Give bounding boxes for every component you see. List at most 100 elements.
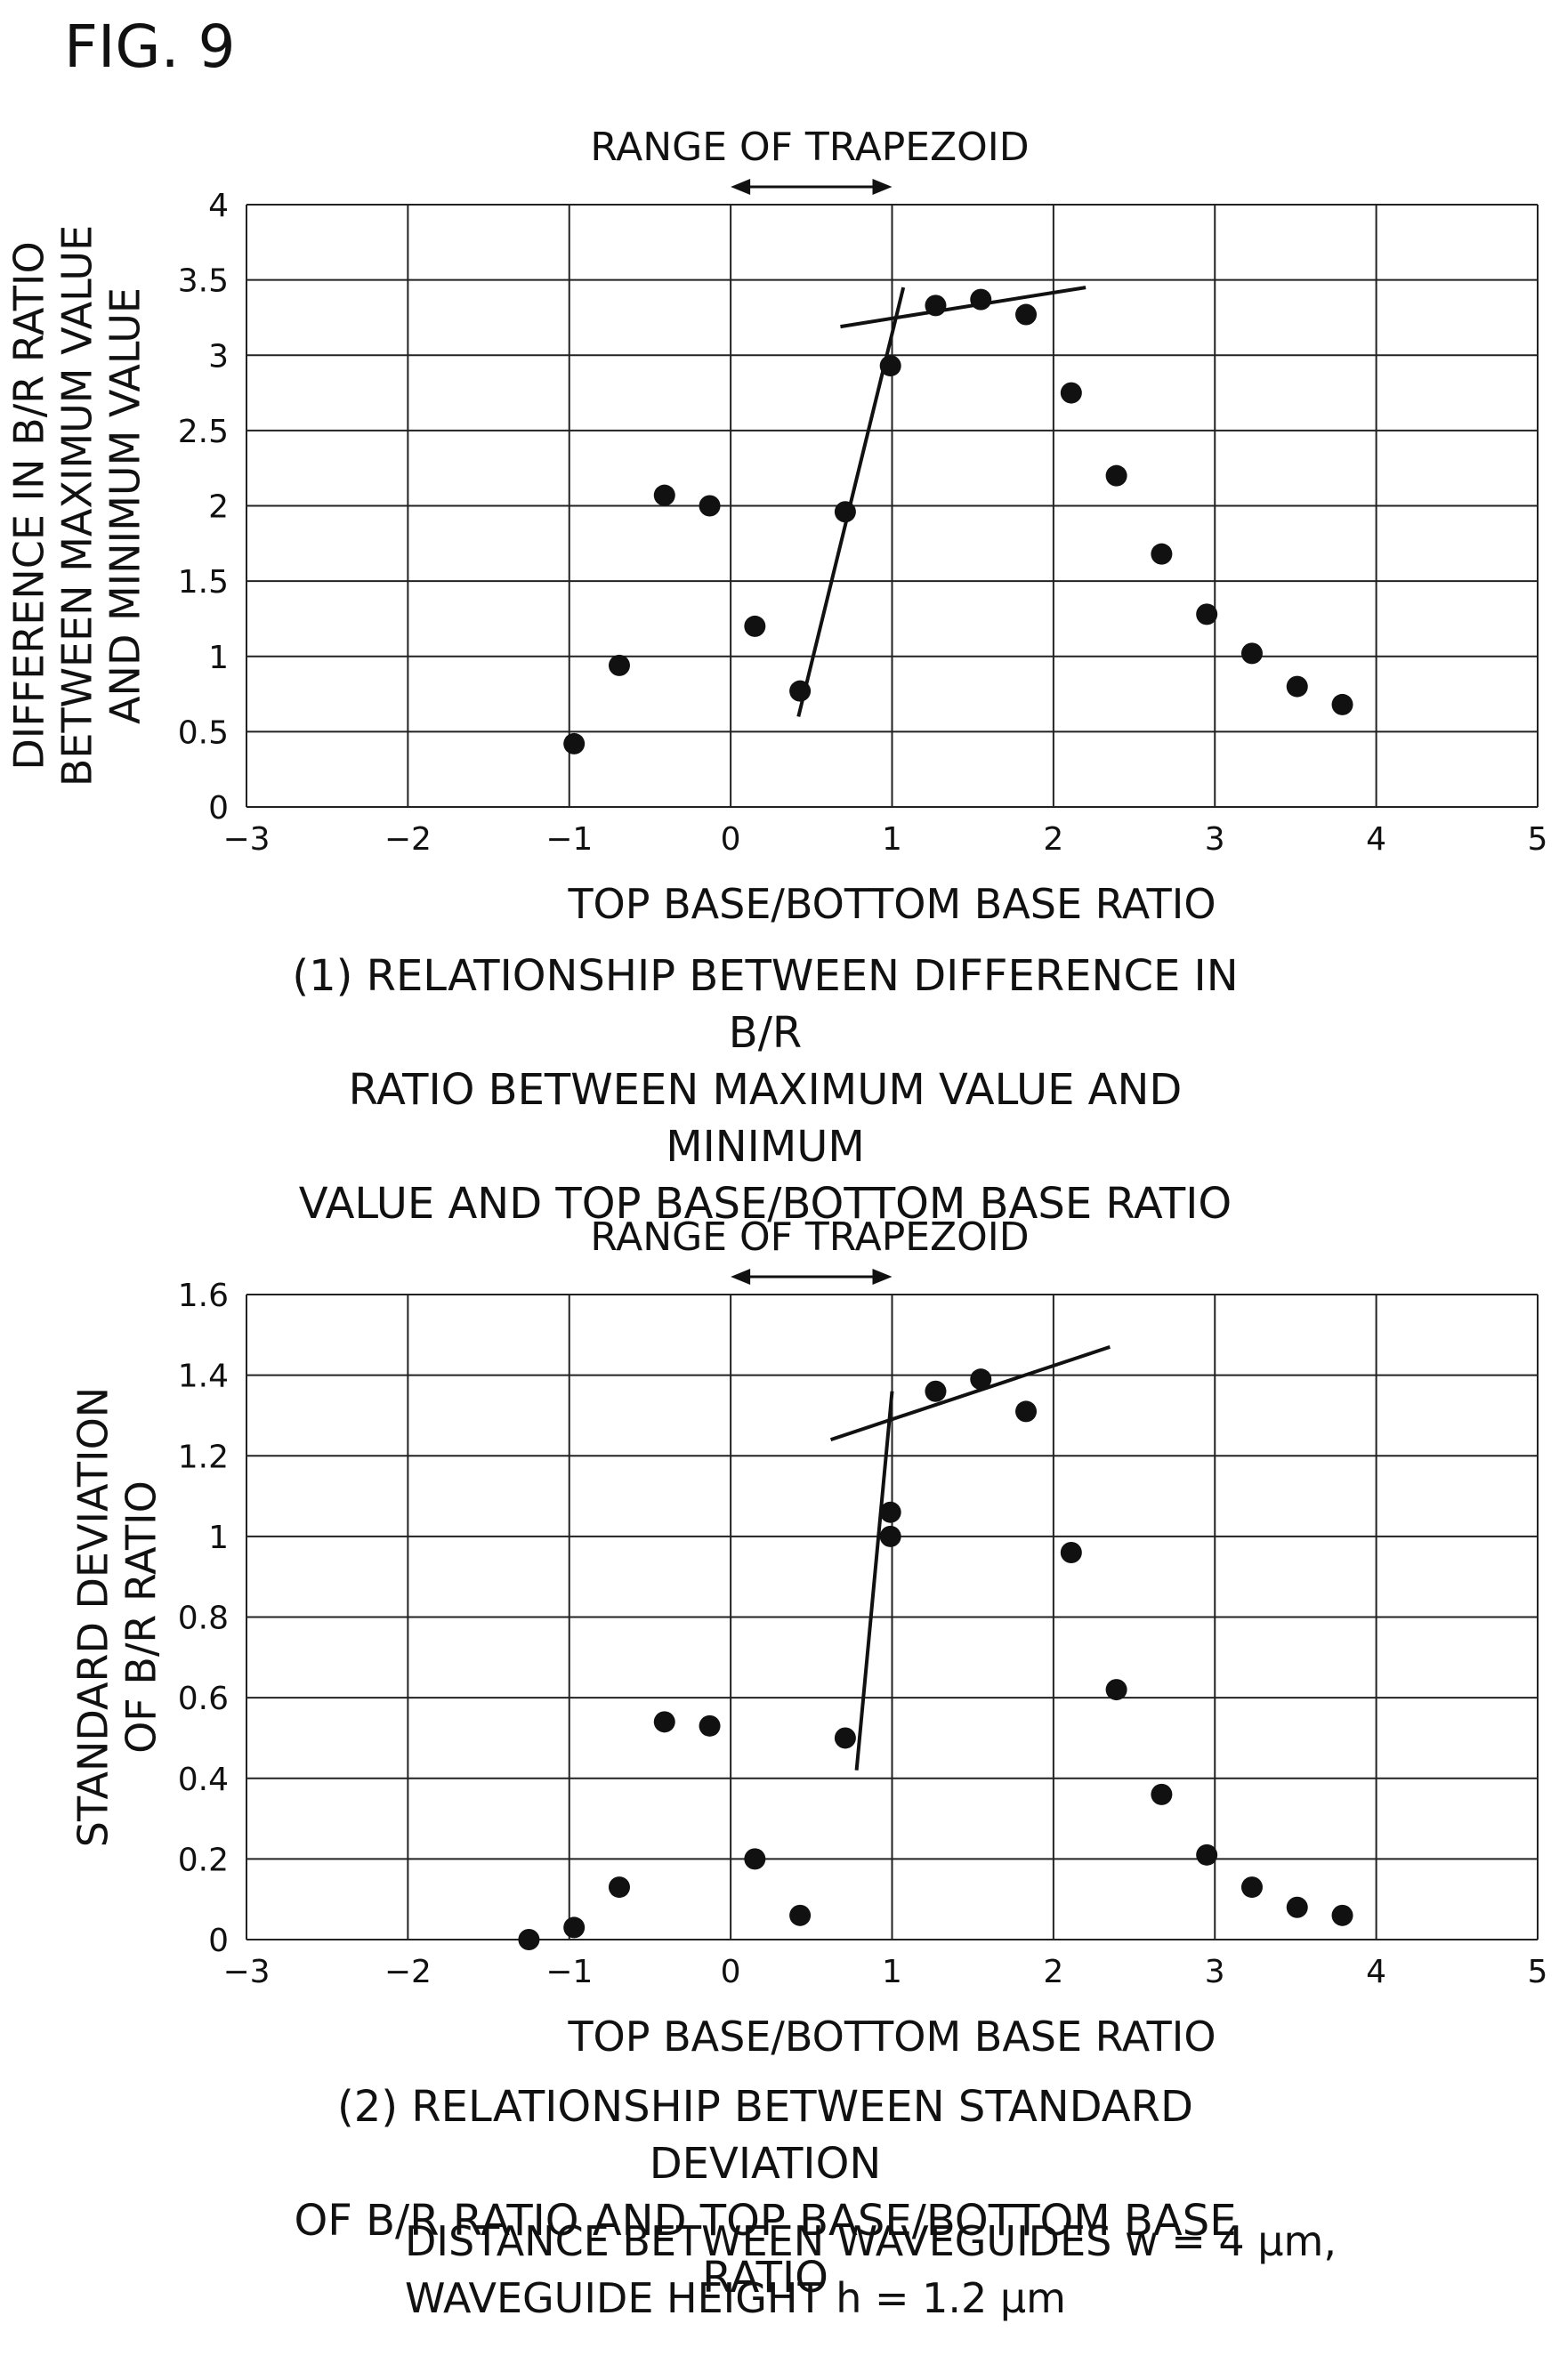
chart1-svg: −3 −2 −1 0 1 2 3 4 5 0 0.5 1 1.5 2 2.5 3 3.5 4 TOP BASE/BO… xyxy=(5,179,1548,928)
chart2-xtick-label: 3 xyxy=(1205,1954,1225,1990)
figure-label: FIG. 9 xyxy=(64,12,236,81)
chart2-xtick-label: 0 xyxy=(721,1954,741,1990)
chart1-xtick-label: −3 xyxy=(222,821,270,858)
chart2-data-point-14 xyxy=(1105,1679,1127,1701)
chart1-caption-line1: (1) RELATIONSHIP BETWEEN DIFFERENCE IN B… xyxy=(292,951,1239,1058)
chart2-data-point-1 xyxy=(563,1916,586,1939)
chart2-data-point-15 xyxy=(1151,1783,1173,1805)
chart1-caption-line2: RATIO BETWEEN MAXIMUM VALUE AND MINIMUM xyxy=(348,1065,1183,1172)
chart2-ytick-label: 1.4 xyxy=(178,1359,229,1395)
chart2-caption: (2) RELATIONSHIP BETWEEN STANDARD DEVIAT… xyxy=(267,2078,1264,2306)
chart2-ytick-label: 0 xyxy=(208,1923,229,1959)
footnote-line2: WAVEGUIDE HEIGHT h = 1.2 μm xyxy=(405,2274,1066,2322)
chart2-xtick-label: −1 xyxy=(545,1954,593,1990)
chart2-xtick-label: 2 xyxy=(1043,1954,1063,1990)
chart1-ytick-label: 1.5 xyxy=(178,564,229,601)
chart1-data-point-5 xyxy=(789,680,812,702)
chart1-ytick-label: 3 xyxy=(208,338,229,375)
chart1-xtick-label: −1 xyxy=(545,821,593,858)
chart2-y-axis-label: STANDARD DEVIATION xyxy=(69,1387,117,1847)
chart1-data-point-7 xyxy=(879,355,901,377)
chart2-xtick-label: −2 xyxy=(384,1954,432,1990)
chart2-trend-line-1 xyxy=(829,1345,1111,1442)
chart2-data-point-13 xyxy=(1060,1542,1082,1563)
chart1-ytick-label: 0 xyxy=(208,790,229,827)
chart1-data-point-17 xyxy=(1331,693,1353,715)
chart1-data-point-8 xyxy=(925,294,947,317)
chart2-data-point-0 xyxy=(518,1929,540,1950)
chart1-data-point-13 xyxy=(1151,543,1173,565)
chart2-ytick-label: 0.8 xyxy=(178,1601,229,1637)
chart1-data-point-0 xyxy=(563,732,586,754)
chart2-range-label: RANGE OF TRAPEZOID xyxy=(590,1214,1030,1260)
chart2-data-point-16 xyxy=(1196,1843,1218,1866)
chart1-range-label: RANGE OF TRAPEZOID xyxy=(590,125,1030,170)
chart2-data-point-5 xyxy=(744,1848,766,1870)
chart1-data-point-15 xyxy=(1240,642,1263,665)
chart1-ytick-label: 1 xyxy=(208,640,229,676)
footnote-line1: DISTANCE BETWEEN WAVEGUIDES w = 4 μm, xyxy=(405,2217,1337,2265)
chart1-xtick-label: −2 xyxy=(384,821,432,858)
chart1-trend-line-1 xyxy=(840,286,1086,329)
chart2-ytick-label: 0.4 xyxy=(178,1762,229,1798)
chart1-caption-line3: VALUE AND TOP BASE/BOTTOM BASE RATIO xyxy=(298,1179,1232,1229)
chart1-xtick-label: 1 xyxy=(882,821,902,858)
chart1-xtick-label: 2 xyxy=(1043,821,1063,858)
chart1-ytick-label: 3.5 xyxy=(178,263,229,300)
chart1-xtick-label: 4 xyxy=(1366,821,1386,858)
chart1-data-point-16 xyxy=(1286,675,1308,698)
chart1-y-axis-label: AND MINIMUM VALUE xyxy=(101,287,149,724)
chart2-range-arrow-head-left xyxy=(731,1269,751,1285)
chart2-data-point-3 xyxy=(653,1711,675,1733)
chart1-data-point-11 xyxy=(1060,382,1082,404)
chart1-ytick-label: 2 xyxy=(208,489,229,526)
chart1-ytick-label: 0.5 xyxy=(178,714,229,751)
chart1-range-arrow-head-left xyxy=(731,179,751,195)
chart1-xtick-label: 3 xyxy=(1205,821,1225,858)
chart2-ytick-label: 1 xyxy=(208,1520,229,1556)
chart1-data-point-12 xyxy=(1105,464,1127,487)
chart2-data-point-10 xyxy=(925,1380,947,1402)
chart1-data-point-4 xyxy=(744,615,766,637)
chart1-x-axis-label: TOP BASE/BOTTOM BASE RATIO xyxy=(567,880,1216,928)
chart2-data-point-2 xyxy=(608,1876,630,1899)
footnote: DISTANCE BETWEEN WAVEGUIDES w = 4 μm, WA… xyxy=(405,2213,1337,2327)
chart2-y-axis-label: OF B/R RATIO xyxy=(117,1480,166,1754)
chart2-data-point-19 xyxy=(1331,1904,1353,1926)
chart2-xtick-label: 4 xyxy=(1366,1954,1386,1990)
chart2-caption-line2: OF B/R RATIO AND TOP BASE/BOTTOM BASE RA… xyxy=(294,2196,1237,2303)
chart1-data-point-14 xyxy=(1196,603,1218,625)
chart1-y-axis-label: BETWEEN MAXIMUM VALUE xyxy=(53,225,101,787)
chart1-xtick-label: 0 xyxy=(721,821,741,858)
chart2-data-point-7 xyxy=(834,1727,856,1749)
chart1-data-point-9 xyxy=(970,288,992,311)
chart1-data-point-3 xyxy=(699,495,721,517)
chart1-data-point-1 xyxy=(608,654,630,676)
chart2-caption-line1: (2) RELATIONSHIP BETWEEN STANDARD DEVIAT… xyxy=(337,2082,1193,2189)
chart2-trend-line-0 xyxy=(854,1391,894,1771)
chart2-ytick-label: 0.2 xyxy=(178,1842,229,1878)
chart2-xtick-label: 1 xyxy=(882,1954,902,1990)
chart2-x-axis-label: TOP BASE/BOTTOM BASE RATIO xyxy=(567,2013,1216,2061)
chart1-ytick-label: 4 xyxy=(208,188,229,224)
chart2-data-point-9 xyxy=(879,1525,901,1547)
chart2-ytick-label: 1.2 xyxy=(178,1439,229,1475)
chart1-caption: (1) RELATIONSHIP BETWEEN DIFFERENCE IN B… xyxy=(267,948,1264,1232)
chart2-ytick-label: 0.6 xyxy=(178,1681,229,1717)
chart2-data-point-17 xyxy=(1240,1876,1263,1899)
chart1-data-point-10 xyxy=(1015,303,1038,326)
chart2-data-point-8 xyxy=(879,1501,901,1523)
chart2-data-point-12 xyxy=(1015,1400,1038,1423)
chart2-data-point-4 xyxy=(699,1714,721,1737)
chart1-data-point-2 xyxy=(653,484,675,506)
chart1-y-axis-label: DIFFERENCE IN B/R RATIO xyxy=(5,241,53,770)
chart2-xtick-label: 5 xyxy=(1528,1954,1548,1990)
chart1-range-arrow-head-right xyxy=(872,179,893,195)
chart2-data-point-11 xyxy=(970,1368,992,1391)
chart2-data-point-6 xyxy=(789,1904,812,1926)
chart1-ytick-label: 2.5 xyxy=(178,414,229,450)
chart2-xtick-label: −3 xyxy=(222,1954,270,1990)
chart1-xtick-label: 5 xyxy=(1528,821,1548,858)
chart2-data-point-18 xyxy=(1286,1896,1308,1918)
